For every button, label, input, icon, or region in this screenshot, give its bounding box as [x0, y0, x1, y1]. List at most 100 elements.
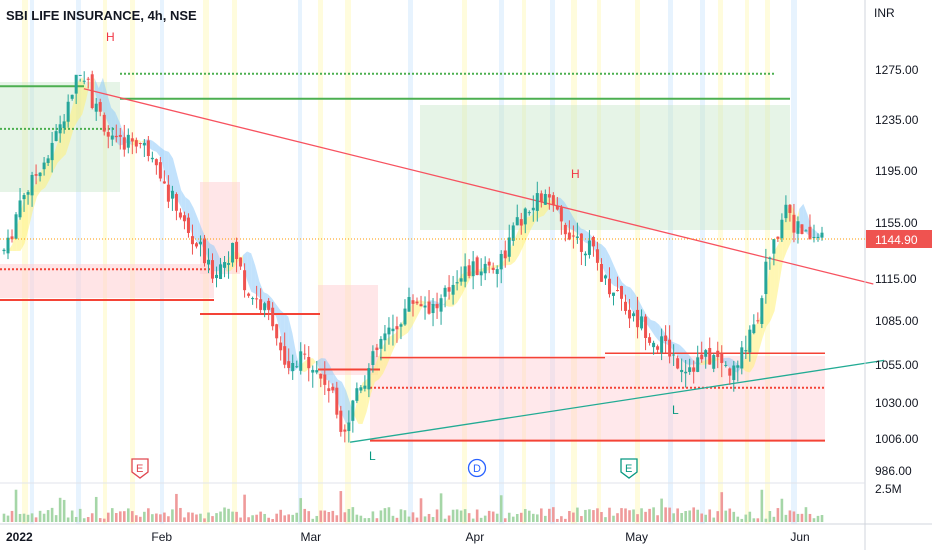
candle-body	[656, 346, 659, 349]
volume-bar	[813, 518, 816, 522]
candle-body	[772, 239, 775, 254]
candle-body	[111, 136, 114, 140]
earnings-badge-may[interactable]: E	[621, 459, 637, 478]
candle-body	[75, 75, 78, 94]
cloud-segment	[803, 204, 807, 235]
x-tick-label: Apr	[466, 530, 485, 544]
volume-bar	[412, 512, 415, 522]
candle-body	[416, 302, 419, 304]
volume-bar	[736, 517, 739, 522]
cloud-segment	[78, 77, 82, 120]
volume-bar	[416, 518, 419, 522]
volume-bar	[79, 509, 82, 522]
candle-body	[652, 343, 655, 347]
volume-bar	[231, 512, 234, 522]
volume-bar	[757, 518, 760, 522]
volume-bar	[163, 513, 166, 522]
candle-body	[83, 81, 86, 82]
volume-bar	[648, 509, 651, 522]
volume-bar	[536, 514, 539, 522]
candle-body	[588, 241, 591, 255]
volume-bar	[203, 518, 206, 522]
candle-body	[311, 370, 314, 373]
volume-bar	[135, 515, 138, 522]
volume-bar	[684, 511, 687, 522]
volume-bar	[287, 514, 290, 522]
volume-bar	[628, 510, 631, 522]
candle-body	[267, 301, 270, 310]
candle-body	[764, 262, 767, 294]
candle-body	[203, 238, 206, 263]
volume-bar	[71, 511, 74, 522]
volume-bar	[700, 514, 703, 522]
volume-bar	[460, 511, 463, 522]
volume-bar	[520, 513, 523, 522]
dividend-badge-apr[interactable]: D	[469, 460, 486, 477]
cloud-segment	[494, 265, 498, 268]
volume-bar	[801, 514, 804, 522]
volume-bar	[468, 513, 471, 522]
session-band	[791, 0, 797, 524]
volume-bar	[376, 518, 379, 522]
candle-body	[468, 265, 471, 276]
candle-body	[383, 333, 386, 340]
candle-body	[243, 270, 246, 290]
volume-bar	[384, 508, 387, 522]
volume-bar	[295, 513, 298, 522]
volume-bar	[572, 513, 575, 522]
cloud-segment	[515, 229, 519, 262]
candle-body	[620, 286, 623, 299]
candle-body	[123, 137, 126, 149]
pivot-low-may: L	[672, 403, 679, 417]
session-band	[22, 0, 28, 524]
candle-body	[87, 79, 90, 80]
candle-body	[59, 124, 62, 133]
candle-body	[552, 195, 555, 205]
candle-body	[67, 102, 70, 122]
candle-body	[780, 220, 783, 238]
candle-body	[492, 268, 495, 270]
candle-body	[464, 266, 467, 281]
last-price-value: 1144.90	[875, 233, 918, 247]
volume-bar	[215, 513, 218, 522]
candle-body	[283, 346, 286, 365]
candle-body	[760, 298, 763, 324]
candle-body	[444, 288, 447, 297]
price-axis[interactable]: 1275.001235.001195.001155.001115.001085.…	[875, 63, 919, 478]
volume-bar	[267, 518, 270, 522]
candle-body	[251, 298, 254, 299]
candle-body	[496, 269, 499, 274]
volume-bar	[279, 510, 282, 522]
candle-body	[756, 320, 759, 321]
candle-body	[821, 233, 824, 238]
volume-bar	[364, 518, 367, 522]
candle-body	[664, 336, 667, 341]
candle-body	[540, 193, 543, 202]
candle-body	[480, 272, 483, 276]
y-tick-label: 1275.00	[875, 63, 919, 77]
candle-body	[391, 329, 394, 331]
candle-body	[259, 299, 262, 310]
volume-bar	[131, 511, 134, 522]
volume-bar	[660, 499, 663, 522]
candle-body	[520, 219, 523, 225]
candle-body	[187, 218, 190, 233]
candle-body	[504, 250, 507, 258]
volume-bar	[656, 515, 659, 522]
candle-body	[448, 287, 451, 291]
session-band	[103, 0, 107, 524]
candle-body	[191, 236, 194, 244]
candle-body	[223, 262, 226, 268]
candle-body	[532, 208, 535, 210]
volume-bar	[773, 517, 776, 522]
candle-body	[716, 351, 719, 357]
candle-body	[155, 159, 158, 165]
candle-body	[636, 310, 639, 327]
candle-body	[524, 209, 527, 225]
candle-body	[147, 140, 150, 156]
candle-body	[804, 230, 807, 231]
y-tick-label: 1055.00	[875, 358, 919, 372]
